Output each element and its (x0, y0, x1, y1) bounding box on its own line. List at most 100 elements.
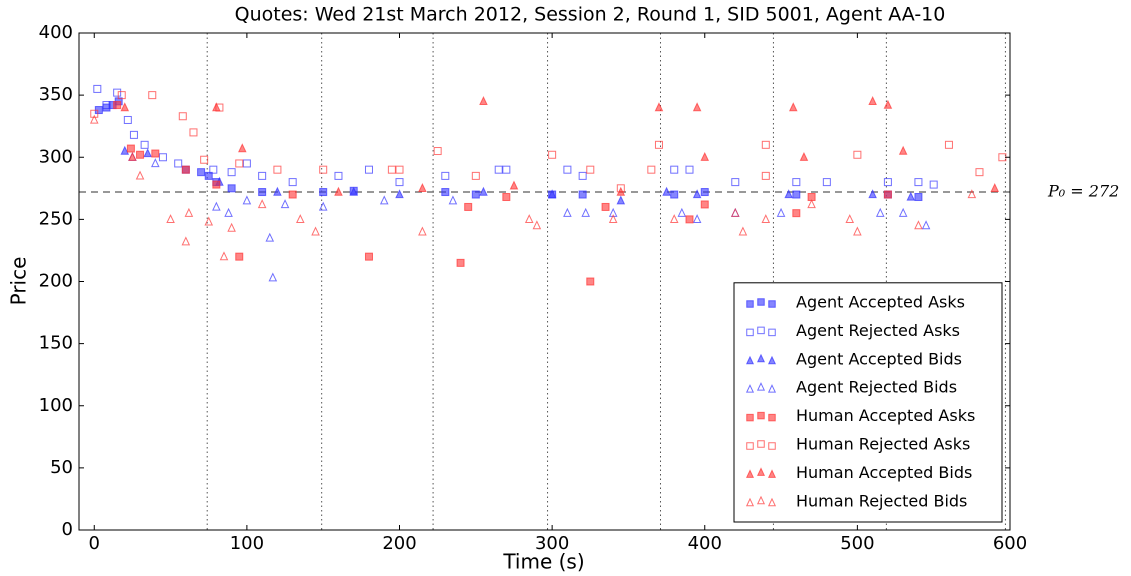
legend-marker (756, 467, 766, 476)
data-point (242, 159, 251, 168)
data-point (662, 186, 671, 196)
data-point (875, 207, 885, 217)
data-point (178, 112, 187, 121)
x-tick-label: 300 (535, 533, 569, 554)
data-point (364, 165, 373, 174)
data-point (227, 184, 236, 193)
data-point (906, 191, 916, 201)
legend-label: Human Rejected Asks (796, 435, 970, 454)
data-point (227, 168, 236, 177)
legend-marker (768, 328, 776, 337)
y-tick-label: 350 (39, 84, 73, 105)
data-point (235, 159, 244, 168)
data-point (318, 201, 328, 211)
legend: Agent Accepted Asks Agent Rejected Asks Ag… (733, 282, 1003, 523)
data-point (129, 130, 138, 139)
data-point (654, 140, 663, 149)
data-point (502, 193, 511, 202)
data-point (914, 178, 923, 187)
data-point (204, 171, 213, 180)
data-point (647, 165, 656, 174)
legend-label: Agent Accepted Bids (796, 349, 962, 368)
data-point (479, 96, 488, 105)
data-point (181, 165, 190, 174)
data-point (799, 151, 809, 161)
data-point (90, 109, 99, 118)
data-point (102, 101, 111, 110)
legend-marker (756, 382, 766, 391)
data-point (128, 151, 137, 161)
data-point (883, 190, 892, 199)
data-point (311, 226, 320, 236)
data-point (853, 150, 862, 159)
legend-marker (756, 495, 766, 505)
legend-marker (768, 442, 776, 450)
data-point (189, 128, 198, 137)
data-point (761, 171, 770, 180)
data-point (692, 189, 702, 199)
data-point (224, 207, 233, 217)
data-point (227, 222, 236, 232)
data-point (731, 178, 740, 187)
data-point (883, 99, 893, 109)
x-tick-label: 100 (230, 533, 264, 554)
legend-marker (746, 300, 754, 308)
legend-label: Human Rejected Bids (796, 491, 967, 510)
data-point (158, 153, 167, 162)
data-point (921, 220, 931, 230)
legend-marker (746, 413, 754, 422)
data-point (395, 189, 404, 199)
data-point (792, 209, 801, 218)
data-point (258, 188, 267, 197)
legend-marker (745, 355, 755, 365)
data-point (563, 165, 572, 174)
data-point (200, 155, 209, 164)
data-point (509, 180, 519, 190)
y-tick-label: 150 (39, 333, 73, 354)
legend-marker (767, 469, 777, 478)
x-tick-label: 200 (382, 533, 416, 554)
data-point (268, 272, 278, 282)
legend-marker (767, 355, 777, 365)
y-tick-label: 50 (50, 457, 73, 478)
data-point (502, 165, 511, 174)
data-point (929, 180, 938, 189)
data-point (212, 201, 221, 211)
data-point (914, 220, 923, 230)
data-point (257, 199, 267, 209)
data-point (479, 186, 488, 196)
data-point (319, 165, 328, 174)
data-point (738, 226, 748, 236)
data-point (700, 200, 709, 209)
data-point (379, 195, 389, 205)
legend-label: Agent Accepted Asks (796, 293, 965, 312)
data-point (471, 171, 480, 180)
data-point (670, 165, 679, 174)
data-point (219, 251, 229, 261)
x-tick-label: 500 (840, 533, 874, 554)
data-point (395, 178, 404, 187)
data-point (788, 102, 798, 112)
data-point (151, 158, 160, 168)
data-point (418, 183, 427, 192)
legend-marker (767, 497, 777, 507)
data-point (242, 195, 252, 205)
data-point (433, 147, 442, 156)
data-point (868, 189, 877, 199)
data-point (608, 214, 618, 224)
data-point (273, 165, 282, 174)
data-point (868, 96, 877, 105)
data-point (685, 165, 694, 174)
data-point (581, 207, 591, 217)
data-point (166, 214, 175, 224)
data-point (898, 207, 908, 217)
data-point (563, 207, 572, 217)
data-point (845, 214, 855, 224)
data-point (126, 144, 135, 153)
data-point (148, 91, 157, 100)
legend-marker (768, 413, 776, 422)
data-point (387, 165, 396, 174)
data-point (654, 102, 664, 112)
data-point (273, 186, 282, 196)
